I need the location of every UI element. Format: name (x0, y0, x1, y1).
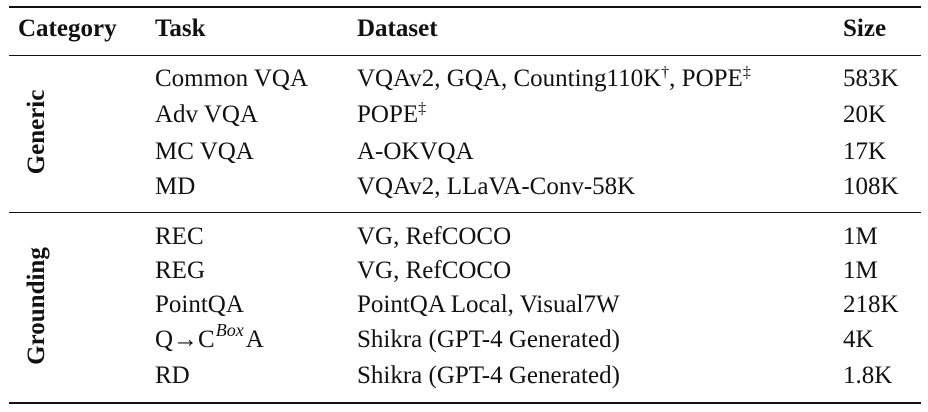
table-row: Common VQA VQAv2, GQA, Counting110K†, PO… (0, 63, 928, 97)
table-row: PointQA PointQA Local, Visual7W 218K (0, 289, 928, 323)
dataset-cell: A-OKVQA (357, 138, 474, 165)
dataset-cell: Shikra (GPT-4 Generated) (357, 362, 620, 389)
dataset-text: POPE (357, 101, 419, 128)
task-cell: Q→CBoxA (155, 321, 264, 356)
table-row: REG VG, RefCOCO 1M (0, 255, 928, 289)
size-cell: 583K (843, 65, 899, 92)
table-row: Q→CBoxA Shikra (GPT-4 Generated) 4K (0, 321, 928, 358)
table-row: MC VQA A-OKVQA 17K (0, 136, 928, 170)
dataset-cell: PointQA Local, Visual7W (357, 291, 620, 318)
table-row: MD VQAv2, LLaVA-Conv-58K 108K (0, 171, 928, 205)
dataset-cell: VQAv2, LLaVA-Conv-58K (357, 173, 636, 200)
task-cell: REC (155, 223, 204, 250)
header-size: Size (843, 15, 887, 42)
size-cell: 218K (843, 291, 899, 318)
dataset-cell: VG, RefCOCO (357, 223, 512, 250)
dataset-cell: POPE‡ (357, 99, 426, 131)
table-row: Adv VQA POPE‡ 20K (0, 99, 928, 133)
size-cell: 17K (843, 138, 887, 165)
task-text-post: A (245, 326, 264, 353)
task-cell: RD (155, 362, 190, 389)
size-cell: 1M (843, 257, 878, 284)
task-cell: PointQA (155, 291, 244, 318)
task-cell: REG (155, 257, 205, 284)
task-superscript: Box (215, 320, 244, 340)
table-top-rule (9, 6, 921, 8)
dataset-cell: Shikra (GPT-4 Generated) (357, 326, 620, 353)
size-cell: 4K (843, 326, 874, 353)
dataset-cell: VG, RefCOCO (357, 257, 512, 284)
task-cell: Adv VQA (155, 101, 259, 128)
size-cell: 108K (843, 173, 899, 200)
table-row: REC VG, RefCOCO 1M (0, 221, 928, 255)
dagger-mark: † (661, 64, 670, 81)
table-bottom-rule (9, 402, 921, 404)
double-dagger-mark: ‡ (418, 100, 427, 117)
dataset-text: VQAv2, GQA, Counting110K (357, 65, 662, 92)
task-cell: MD (155, 173, 196, 200)
dataset-cell: VQAv2, GQA, Counting110K†, POPE‡ (357, 63, 751, 95)
header-category: Category (18, 15, 117, 42)
header-dataset: Dataset (357, 15, 438, 42)
dataset-text-tail: , POPE (669, 65, 743, 92)
size-cell: 1.8K (843, 362, 893, 389)
task-text-pre: Q→C (155, 326, 215, 353)
group-divider-rule (9, 212, 921, 214)
task-cell: MC VQA (155, 138, 254, 165)
table-row: RD Shikra (GPT-4 Generated) 1.8K (0, 360, 928, 394)
size-cell: 1M (843, 223, 878, 250)
size-cell: 20K (843, 101, 887, 128)
double-dagger-mark: ‡ (742, 64, 751, 81)
header-rule (9, 55, 921, 57)
task-cell: Common VQA (155, 65, 309, 92)
header-task: Task (155, 15, 206, 42)
